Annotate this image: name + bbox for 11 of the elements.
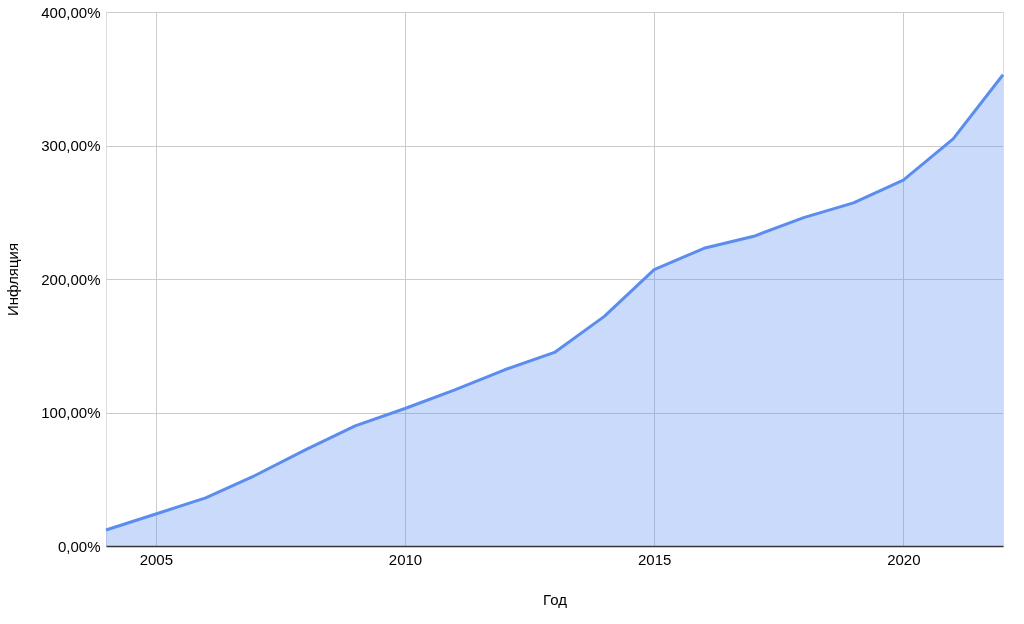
y-tick-label: 300,00% <box>41 137 101 154</box>
x-tick-label: 2020 <box>887 550 921 568</box>
y-tick-label: 200,00% <box>41 270 101 288</box>
x-tick-label: 2010 <box>388 550 423 568</box>
y-tick-label: 400,00% <box>41 3 101 21</box>
y-axis-title: Инфляция <box>4 242 22 317</box>
x-tick-label: 2015 <box>637 550 672 568</box>
x-tick-label: 2005 <box>139 550 174 568</box>
x-axis-title: Год <box>543 590 568 608</box>
y-tick-label: 100,00% <box>41 404 101 421</box>
y-tick-label: 0,00% <box>57 537 101 555</box>
